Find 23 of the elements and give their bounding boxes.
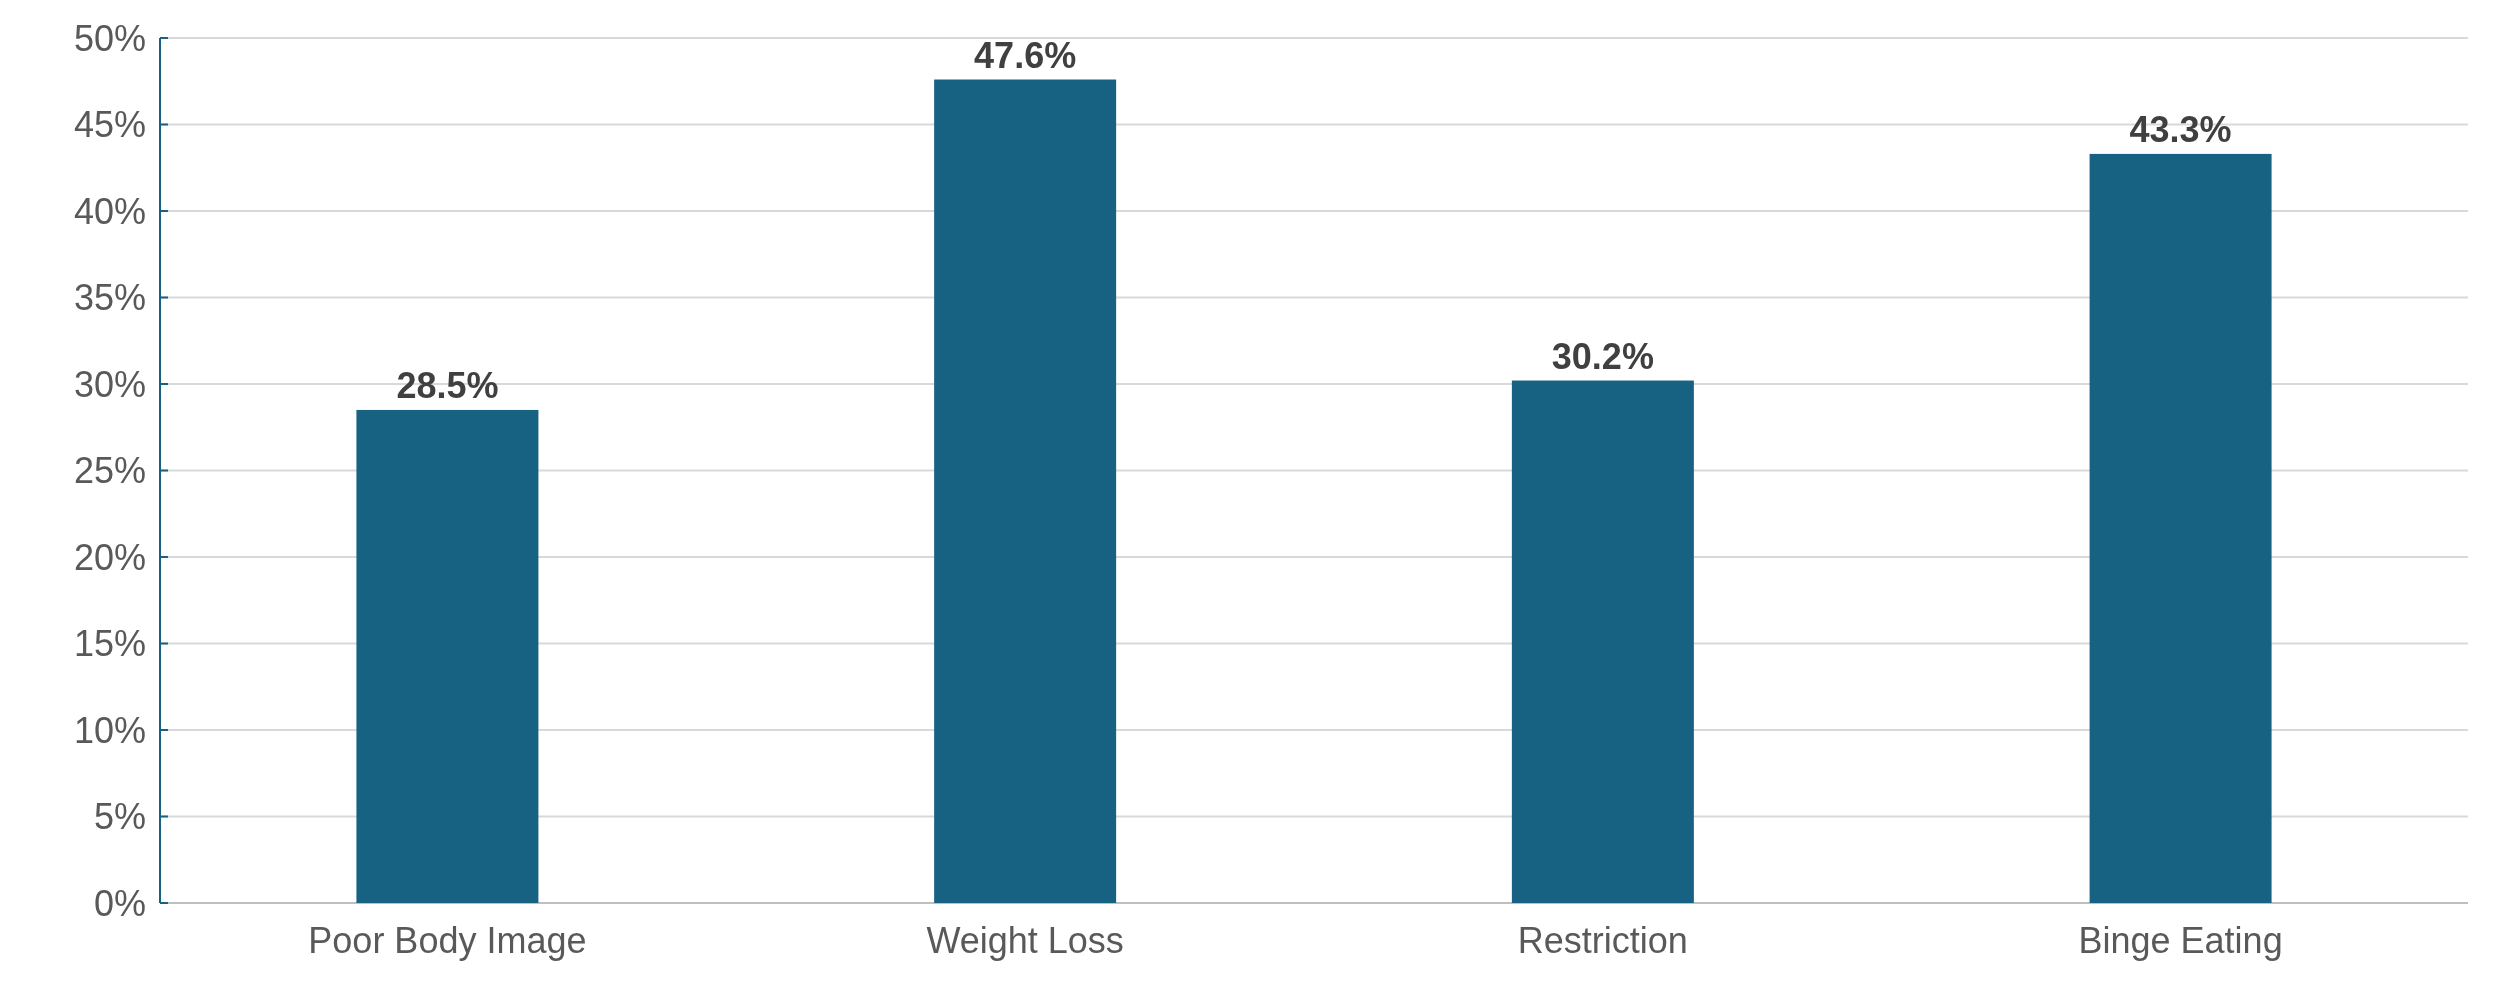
bar [1511, 380, 1694, 903]
x-tick-label: Poor Body Image [308, 920, 587, 961]
y-tick-label: 0% [93, 882, 146, 924]
x-tick-label: Weight Loss [926, 920, 1124, 961]
y-tick-label: 30% [73, 363, 146, 405]
y-tick-label: 15% [73, 623, 146, 665]
x-tick-label: Restriction [1517, 920, 1688, 961]
bar [934, 79, 1117, 903]
y-tick-label: 40% [73, 190, 146, 232]
y-tick-label: 20% [73, 536, 146, 578]
y-tick-label: 10% [73, 709, 146, 751]
x-tick-label: Binge Eating [2078, 920, 2283, 961]
data-label: 43.3% [2129, 108, 2232, 150]
y-tick-label: 50% [73, 17, 146, 59]
data-label: 28.5% [396, 364, 499, 406]
y-tick-label: 5% [93, 796, 146, 838]
bar [2089, 153, 2272, 903]
data-label: 47.6% [974, 34, 1077, 76]
data-label: 30.2% [1551, 335, 1654, 377]
y-tick-label: 25% [73, 450, 146, 492]
y-tick-label: 45% [73, 104, 146, 146]
bar [356, 409, 539, 903]
y-tick-label: 35% [73, 277, 146, 319]
